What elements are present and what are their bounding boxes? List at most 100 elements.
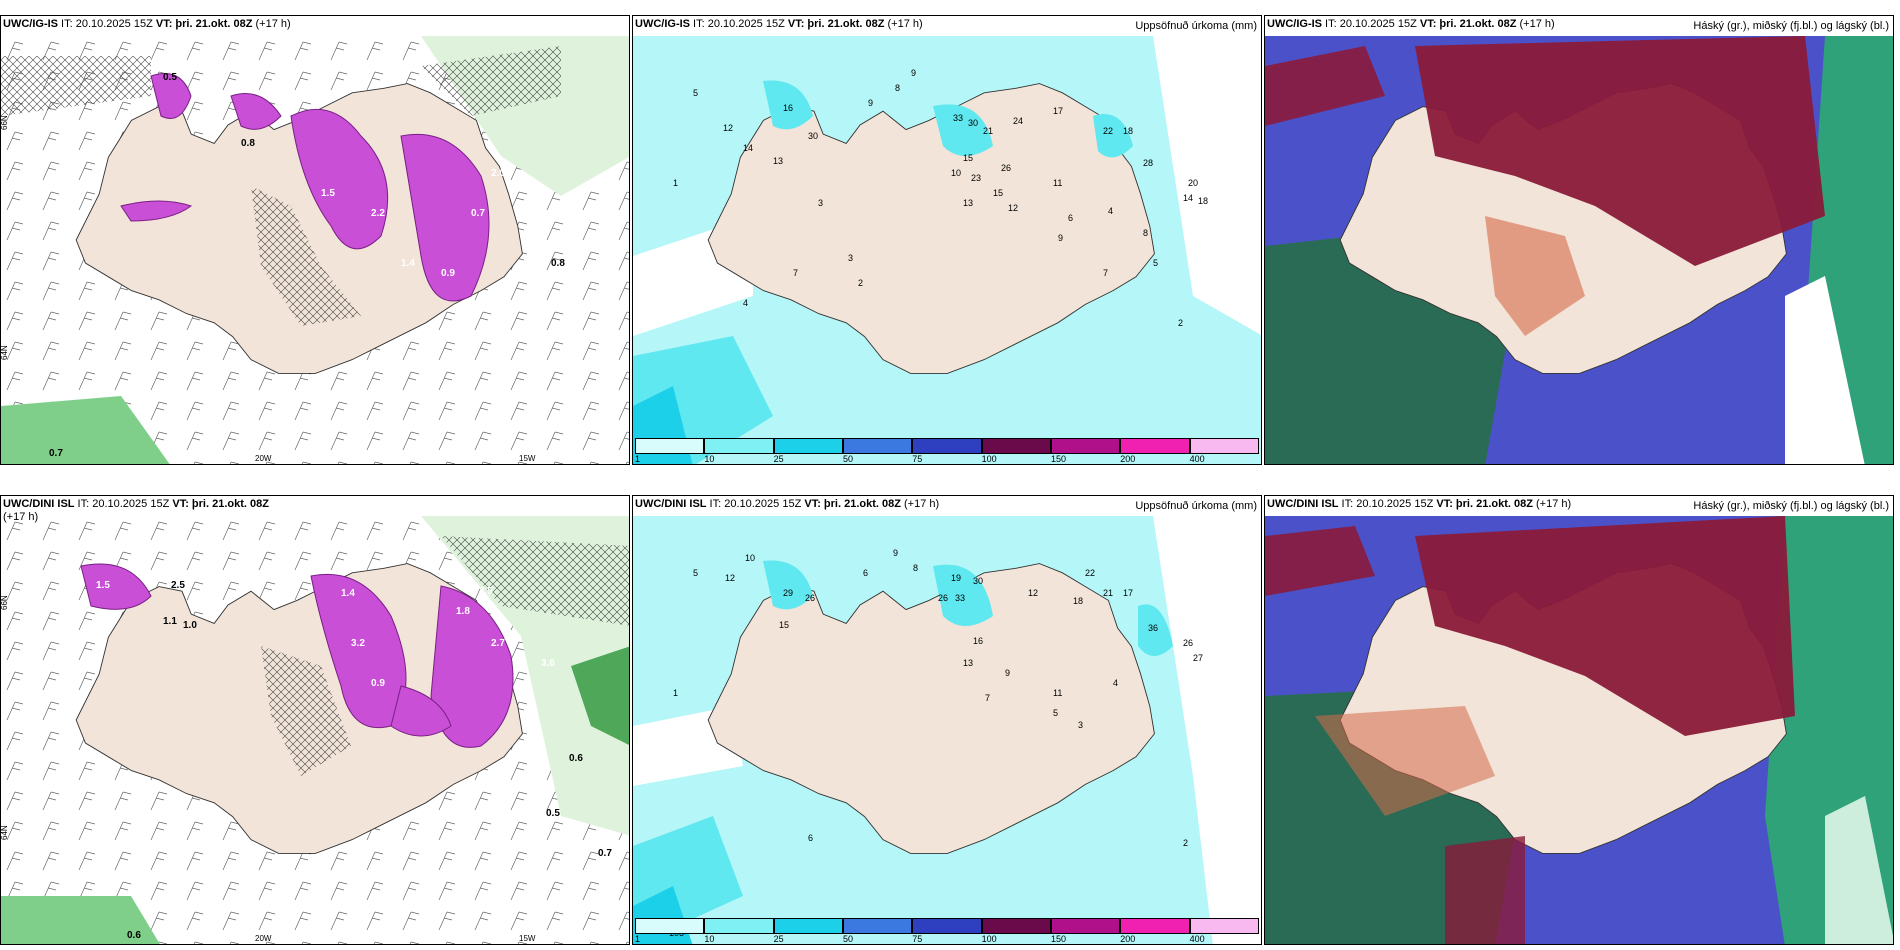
precip-value: 13 <box>963 198 973 208</box>
precip-value: 22 <box>1085 568 1095 578</box>
colorbar-segment <box>704 438 774 454</box>
colorbar-tick: 50 <box>842 454 853 464</box>
precip-value: 24 <box>1013 116 1023 126</box>
precip-value: 30 <box>808 131 818 141</box>
precip-value: 2 <box>1183 838 1188 848</box>
precip-value: 13 <box>773 156 783 166</box>
colorbar-tick: 25 <box>773 934 784 944</box>
precip-value: 8 <box>913 563 918 573</box>
colorbar-tick: 1 <box>635 454 641 464</box>
precip-value: 10 <box>745 553 755 563</box>
precip-value: 15 <box>779 620 789 630</box>
colorbar-segment <box>1189 438 1259 454</box>
contour-label: 0.9 <box>371 678 385 689</box>
map-area[interactable] <box>1265 516 1893 944</box>
precip-value: 26 <box>1001 163 1011 173</box>
contour-label: 1.0 <box>183 620 197 631</box>
colorbar-segment <box>842 438 913 454</box>
colorbar-segment <box>635 438 705 454</box>
precip-value: 7 <box>1103 268 1108 278</box>
precip-value: 6 <box>1068 213 1073 223</box>
colorbar-tick: 10 <box>704 454 715 464</box>
panel-title: UWC/IG-IS IT: 20.10.2025 15Z VT: þri. 21… <box>1267 18 1555 30</box>
precip-value: 17 <box>1053 106 1063 116</box>
lon-label: 20W <box>255 454 272 463</box>
precip-value: 8 <box>895 83 900 93</box>
colorbar-segment <box>704 918 774 934</box>
panel-clouds-igis[interactable]: UWC/IG-IS IT: 20.10.2025 15Z VT: þri. 21… <box>1264 15 1894 465</box>
lat-label: 64N <box>1 345 9 360</box>
precip-value: 30 <box>968 118 978 128</box>
precip-value: 15 <box>963 153 973 163</box>
colorbar-segment <box>912 438 982 454</box>
legend-title: Uppsöfnuð úrkoma (mm) <box>1135 500 1257 512</box>
precip-value: 5 <box>1053 708 1058 718</box>
colorbar-tick: 50 <box>842 934 853 944</box>
lon-label: 15W <box>519 454 536 463</box>
precip-value: 6 <box>863 568 868 578</box>
precip-value: 1 <box>673 688 678 698</box>
precip-value: 9 <box>1058 233 1063 243</box>
precip-value: 12 <box>1008 203 1018 213</box>
panel-icing-igis[interactable]: UWC/IG-IS IT: 20.10.2025 15Z VT: þri. 21… <box>0 15 630 465</box>
lon-label: 15W <box>519 934 536 943</box>
colorbar-segment <box>842 918 913 934</box>
contour-label: 3.6 <box>541 658 555 669</box>
colorbar-segment <box>981 438 1051 454</box>
colorbar: 1 10 25 50 75 100 150 200 400 <box>635 438 1259 464</box>
contour-label: 1.5 <box>321 188 335 199</box>
precip-value: 26 <box>805 593 815 603</box>
contour-label: 2.2 <box>371 208 385 219</box>
precip-value: 11 <box>1053 178 1062 188</box>
contour-label: 1.4 <box>341 588 355 599</box>
map-area[interactable]: 9 5 12 14 13 16 30 9 8 33 30 21 24 17 22… <box>633 36 1261 464</box>
precip-value: 4 <box>1108 206 1113 216</box>
colorbar-segment <box>1120 438 1190 454</box>
precip-value: 26 <box>938 593 948 603</box>
panel-precip-dini[interactable]: UWC/DINI ISL IT: 20.10.2025 15Z VT: þri.… <box>632 495 1262 945</box>
precip-value: 12 <box>1028 588 1038 598</box>
contour-label: 0.7 <box>598 848 612 859</box>
colorbar-tick: 150 <box>1050 454 1066 464</box>
panel-title: UWC/IG-IS IT: 20.10.2025 15Z VT: þri. 21… <box>3 18 291 30</box>
colorbar-segment <box>1120 918 1190 934</box>
contour-label: 1.2 <box>206 68 220 79</box>
precip-value: 19 <box>951 573 961 583</box>
colorbar-tick: 100 <box>981 934 997 944</box>
precip-value: 7 <box>793 268 798 278</box>
panel-title: UWC/DINI ISL IT: 20.10.2025 15Z VT: þri.… <box>1267 498 1572 510</box>
contour-label: 2.0 <box>491 168 505 179</box>
map-area[interactable]: 1.5 2.5 1.1 1.0 1.4 1.8 2.5 3.2 2.7 0.9 … <box>1 516 629 944</box>
colorbar-tick: 150 <box>1050 934 1066 944</box>
lat-label: 64N <box>1 825 9 840</box>
precip-value: 12 <box>723 123 733 133</box>
colorbar-segment <box>912 918 982 934</box>
colorbar-segment <box>1189 918 1259 934</box>
precip-value: 18 <box>1198 196 1208 206</box>
precip-value: 27 <box>1193 653 1203 663</box>
colorbar-segment <box>981 918 1051 934</box>
colorbar-tick: 200 <box>1120 454 1136 464</box>
contour-label: 0.6 <box>127 930 141 941</box>
colorbar-segment <box>1050 438 1121 454</box>
precip-value: 23 <box>971 173 981 183</box>
contour-label: 3.2 <box>351 638 365 649</box>
lat-label: 66N <box>1 115 9 130</box>
map-area[interactable]: 5 9 10 12 29 26 6 8 19 26 33 30 22 21 17… <box>633 516 1261 944</box>
precip-value: 3 <box>818 198 823 208</box>
contour-label: 1.1 <box>163 616 177 627</box>
precip-value: 6 <box>808 833 813 843</box>
panel-precip-igis[interactable]: UWC/IG-IS IT: 20.10.2025 15Z VT: þri. 21… <box>632 15 1262 465</box>
precip-value: 17 <box>1123 588 1133 598</box>
precip-value: 12 <box>725 573 735 583</box>
panel-clouds-dini[interactable]: UWC/DINI ISL IT: 20.10.2025 15Z VT: þri.… <box>1264 495 1894 945</box>
precip-value: 18 <box>1123 126 1133 136</box>
icing-map: 0.5 1.2 0.8 2.2 2.0 1.5 0.9 0.7 0.8 1.4 … <box>1 36 629 464</box>
map-area[interactable] <box>1265 36 1893 464</box>
map-area[interactable]: 0.5 1.2 0.8 2.2 2.0 1.5 0.9 0.7 0.8 1.4 … <box>1 36 629 464</box>
precip-value: 7 <box>985 693 990 703</box>
precip-value: 14 <box>743 143 753 153</box>
precip-value: 5 <box>693 568 698 578</box>
panel-icing-dini[interactable]: UWC/DINI ISL IT: 20.10.2025 15Z VT: þri.… <box>0 495 630 945</box>
precip-value: 10 <box>951 168 961 178</box>
